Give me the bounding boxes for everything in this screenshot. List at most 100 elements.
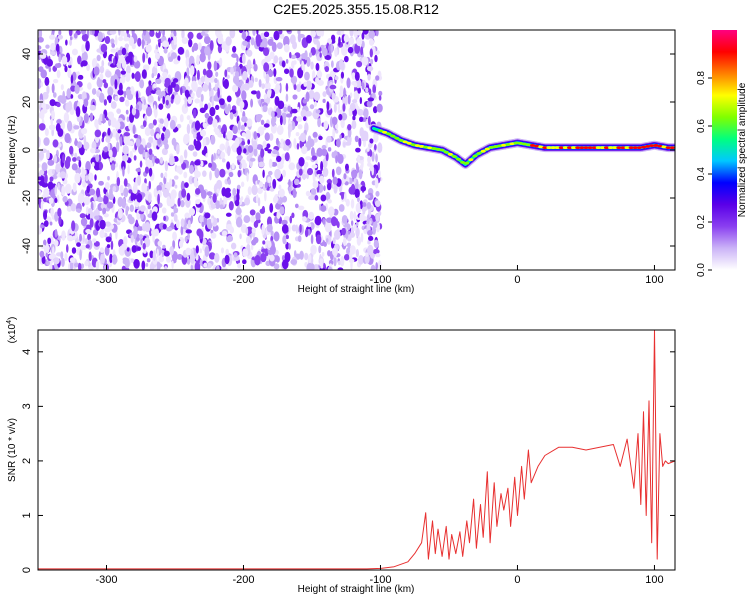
ridge-core	[501, 143, 507, 147]
noise-speck	[119, 82, 123, 92]
noise-speck	[85, 228, 92, 234]
noise-speck	[231, 143, 236, 151]
snr-y-tick-label: 4	[21, 349, 33, 355]
noise-speck	[333, 247, 338, 258]
ridge-core	[567, 146, 573, 150]
noise-speck	[358, 254, 364, 265]
noise-speck	[64, 133, 71, 144]
noise-speck	[375, 253, 381, 258]
noise-speck	[293, 250, 297, 258]
noise-speck	[158, 103, 164, 110]
noise-speck	[98, 92, 105, 103]
noise-speck	[173, 214, 178, 222]
ridge-core	[562, 146, 568, 150]
noise-speck	[368, 30, 375, 39]
noise-speck	[304, 228, 309, 238]
noise-speck	[104, 36, 111, 45]
noise-speck	[107, 142, 111, 152]
snr-x-tick-label: -300	[95, 574, 117, 586]
noise-speck	[229, 30, 236, 39]
noise-speck	[138, 144, 144, 155]
noise-speck	[310, 147, 315, 158]
noise-speck	[91, 30, 95, 36]
noise-speck	[87, 233, 92, 241]
snr-x-tick-label: -100	[369, 574, 391, 586]
noise-speck	[307, 223, 312, 228]
noise-speck	[290, 54, 297, 60]
noise-speck	[342, 103, 346, 112]
snr-y-ticks: 0 1 2 3 4	[21, 349, 675, 573]
noise-speck	[146, 142, 152, 149]
noise-speck	[336, 30, 342, 36]
noise-speck	[241, 53, 246, 65]
noise-speck	[111, 254, 118, 265]
noise-speck	[250, 244, 254, 251]
noise-speck	[38, 150, 44, 161]
noise-speck	[362, 30, 369, 35]
noise-speck	[351, 183, 356, 193]
noise-speck	[91, 88, 97, 95]
noise-speck	[319, 52, 322, 58]
noise-speck	[91, 162, 95, 167]
noise-speck	[249, 157, 256, 162]
noise-speck	[186, 67, 190, 78]
noise-speck	[218, 98, 225, 106]
noise-speck	[38, 136, 41, 148]
noise-speck	[125, 55, 132, 63]
noise-speck	[152, 233, 155, 243]
ridge-core	[484, 147, 490, 151]
noise-speck	[95, 122, 99, 131]
noise-speck	[104, 245, 110, 256]
noise-speck	[209, 106, 216, 117]
noise-speck	[104, 227, 112, 233]
ridge-core	[410, 143, 416, 147]
noise-speck	[52, 139, 59, 148]
noise-speck	[347, 124, 352, 131]
noise-speck	[43, 239, 47, 246]
noise-speck	[261, 205, 265, 214]
noise-speck	[318, 135, 323, 141]
noise-speck	[114, 95, 119, 102]
noise-speck	[108, 95, 112, 104]
noise-speck	[361, 130, 369, 141]
noise-speck	[354, 71, 360, 81]
noise-speck	[144, 127, 151, 137]
noise-speck	[332, 128, 336, 139]
noise-speck	[200, 75, 205, 83]
noise-speck	[194, 160, 201, 166]
noise-speck	[77, 141, 83, 149]
noise-speck	[163, 117, 169, 128]
noise-speck	[204, 46, 211, 56]
noise-speck	[313, 91, 321, 101]
noise-speck	[320, 194, 327, 202]
noise-speck	[258, 99, 261, 106]
noise-speck	[356, 37, 363, 47]
noise-speck	[361, 82, 365, 90]
noise-speck	[378, 95, 382, 101]
noise-speck	[139, 205, 146, 212]
noise-speck	[196, 87, 202, 98]
noise-speck	[254, 254, 261, 266]
noise-speck	[67, 235, 74, 242]
noise-speck	[201, 221, 205, 228]
noise-speck	[61, 55, 68, 65]
noise-speck	[366, 201, 372, 210]
noise-speck	[38, 66, 44, 73]
noise-speck	[81, 44, 85, 54]
noise-speck	[150, 128, 155, 137]
noise-speck	[129, 112, 135, 124]
noise-speck	[266, 143, 271, 149]
noise-speck	[162, 96, 166, 105]
noise-speck	[122, 257, 128, 262]
snr-multiplier: (x104)	[6, 317, 18, 344]
noise-speck	[326, 135, 332, 143]
noise-speck	[118, 30, 121, 36]
noise-speck	[80, 30, 87, 35]
noise-speck	[319, 267, 326, 270]
noise-speck	[372, 248, 380, 255]
noise-speck	[310, 234, 314, 245]
noise-speck	[73, 32, 78, 39]
noise-speck	[46, 260, 50, 266]
noise-speck	[293, 138, 297, 149]
noise-speck	[354, 135, 359, 143]
